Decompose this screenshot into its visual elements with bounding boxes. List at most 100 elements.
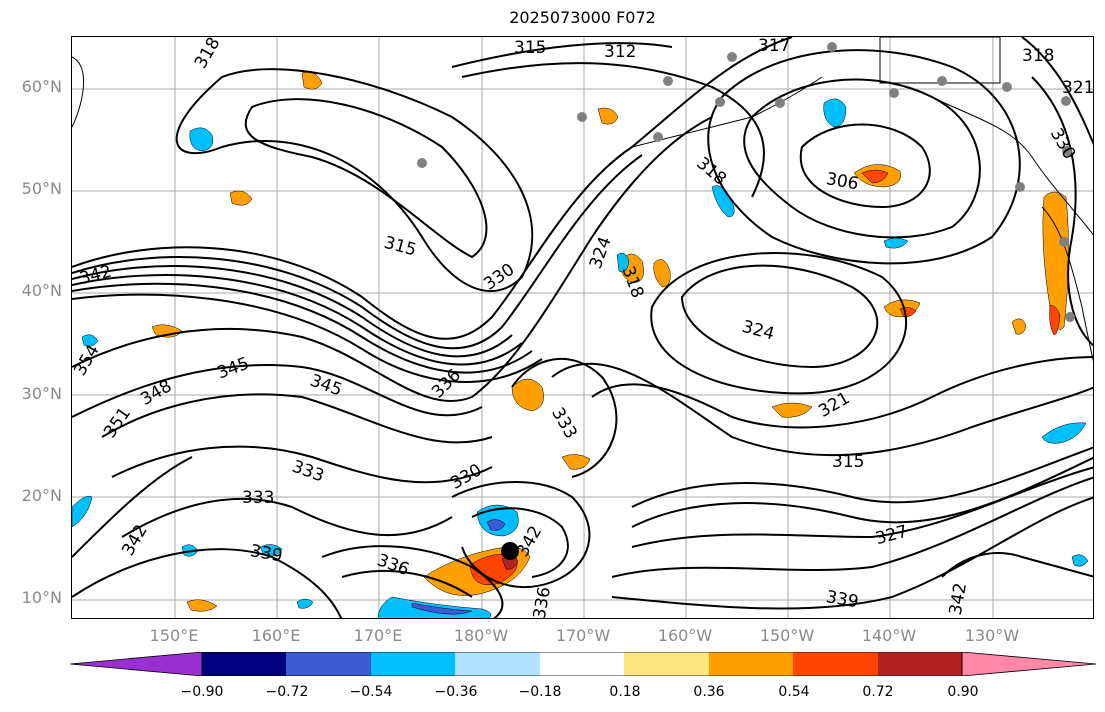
lon-label-130w: 130°W: [964, 626, 1020, 645]
coastlines: [72, 37, 1093, 362]
lon-label-170e: 170°E: [353, 626, 403, 645]
contour-label: 342: [946, 581, 971, 616]
contour-line: [451, 42, 673, 68]
pos-patch: [1049, 304, 1061, 336]
pos-patch: [186, 599, 218, 612]
contour-label: 333: [289, 457, 326, 487]
contour-line: [511, 358, 618, 478]
pos-patch: [511, 378, 544, 412]
neg-patch: [72, 495, 93, 528]
contour-line: [743, 78, 981, 239]
pos-patch: [861, 169, 889, 184]
contour-label: 345: [215, 354, 252, 384]
neg-patch: [296, 598, 314, 609]
colorbar-tick-label: −0.90: [180, 684, 224, 700]
lat-label-60: 60°N: [21, 77, 62, 96]
contour-label: 339: [825, 587, 860, 612]
neg-patch: [711, 185, 735, 218]
contour-line: [111, 445, 493, 484]
map-title: 2025073000 F072: [509, 8, 656, 27]
station-dot: [1065, 312, 1075, 322]
neg-patch: [189, 127, 214, 152]
pos-patch: [597, 107, 619, 125]
contour-label: 333: [242, 488, 274, 508]
station-dot: [1061, 96, 1071, 106]
colorbar-tick-label: 0.90: [947, 684, 979, 700]
colorbar-tick-label: −0.36: [434, 684, 478, 700]
stations: [417, 42, 1075, 322]
colorbar-tick-label: 0.36: [693, 684, 725, 700]
lon-label-170w: 170°W: [555, 626, 611, 645]
contour-label: 321: [815, 388, 853, 422]
contour-line: [707, 49, 1021, 265]
contour-label: 339: [249, 541, 284, 566]
coastline-westcoast: [1041, 206, 1093, 362]
lat-label-30: 30°N: [21, 384, 62, 403]
colorbar-segment: [371, 652, 455, 676]
contour-line: [72, 548, 343, 618]
contour-line: [471, 507, 569, 578]
lon-label-150e: 150°E: [149, 626, 199, 645]
colorbar-tick-label: −0.18: [518, 684, 562, 700]
map-svg: 318 315 312 317 318 321 330 306 315 318 …: [72, 37, 1093, 618]
colorbar-tick-label: 0.18: [609, 684, 641, 700]
station-dot: [663, 76, 673, 86]
station-dot: [1015, 182, 1025, 192]
contour-label: 333: [547, 404, 581, 442]
contour-label: 315: [832, 452, 864, 472]
contour-line: [244, 98, 488, 259]
contour-line: [72, 293, 543, 383]
colorbar-segment: [624, 652, 709, 676]
contour-line: [451, 481, 591, 588]
pos-patch: [1042, 191, 1069, 330]
contour-line: [799, 123, 931, 209]
contour-label: 315: [382, 233, 419, 261]
contour-line: [650, 252, 908, 395]
neg-patch: [1071, 554, 1089, 567]
colorbar-segment: [70, 652, 202, 676]
lat-label-40: 40°N: [21, 281, 62, 300]
colorbar-tick-label: −0.72: [265, 684, 309, 700]
contour-line: [72, 265, 513, 358]
contour-line: [341, 569, 473, 598]
lon-label-180w: 180°W: [453, 626, 509, 645]
contour-line: [321, 545, 504, 618]
lon-label-140w: 140°W: [861, 626, 917, 645]
station-dot: [1059, 237, 1069, 247]
lon-label-160w: 160°W: [657, 626, 713, 645]
lon-label-150w: 150°W: [759, 626, 815, 645]
pos-patch: [771, 402, 813, 418]
colorbar-tick-label: 0.54: [778, 684, 810, 700]
storm-center-icon: [501, 542, 519, 560]
coastline-alaska: [931, 96, 1093, 236]
colorbar-segment: [202, 652, 286, 676]
colorbar-segment: [540, 652, 624, 676]
contour-line: [72, 116, 713, 403]
contour-line: [72, 364, 483, 418]
neg-patch: [823, 98, 847, 128]
station-dot: [1002, 82, 1012, 92]
neg-patch: [81, 334, 99, 347]
shaded-patches: [72, 71, 1089, 618]
pos-patch: [229, 190, 253, 206]
contour-line: [611, 496, 1093, 610]
contour-line: [631, 466, 1093, 548]
contour-label: 318: [191, 37, 225, 72]
colorbar-segment: [793, 652, 878, 676]
contour-line: [611, 476, 1093, 578]
contour-line: [551, 362, 1093, 457]
station-dot: [1062, 146, 1072, 156]
contour-line: [680, 264, 879, 369]
contours: [72, 37, 1093, 618]
contour-label: 330: [1046, 125, 1080, 163]
contour-label: 336: [428, 365, 465, 402]
neg-patch: [486, 519, 506, 531]
contour-label: 327: [873, 522, 910, 550]
pos-patch: [653, 259, 671, 288]
colorbar-outline: [201, 652, 963, 676]
contour-label: 336: [374, 550, 411, 580]
contour-line: [941, 552, 1093, 578]
contour-label: 312: [604, 42, 636, 62]
colorbar: [70, 652, 1096, 676]
pos-patch: [301, 71, 323, 90]
